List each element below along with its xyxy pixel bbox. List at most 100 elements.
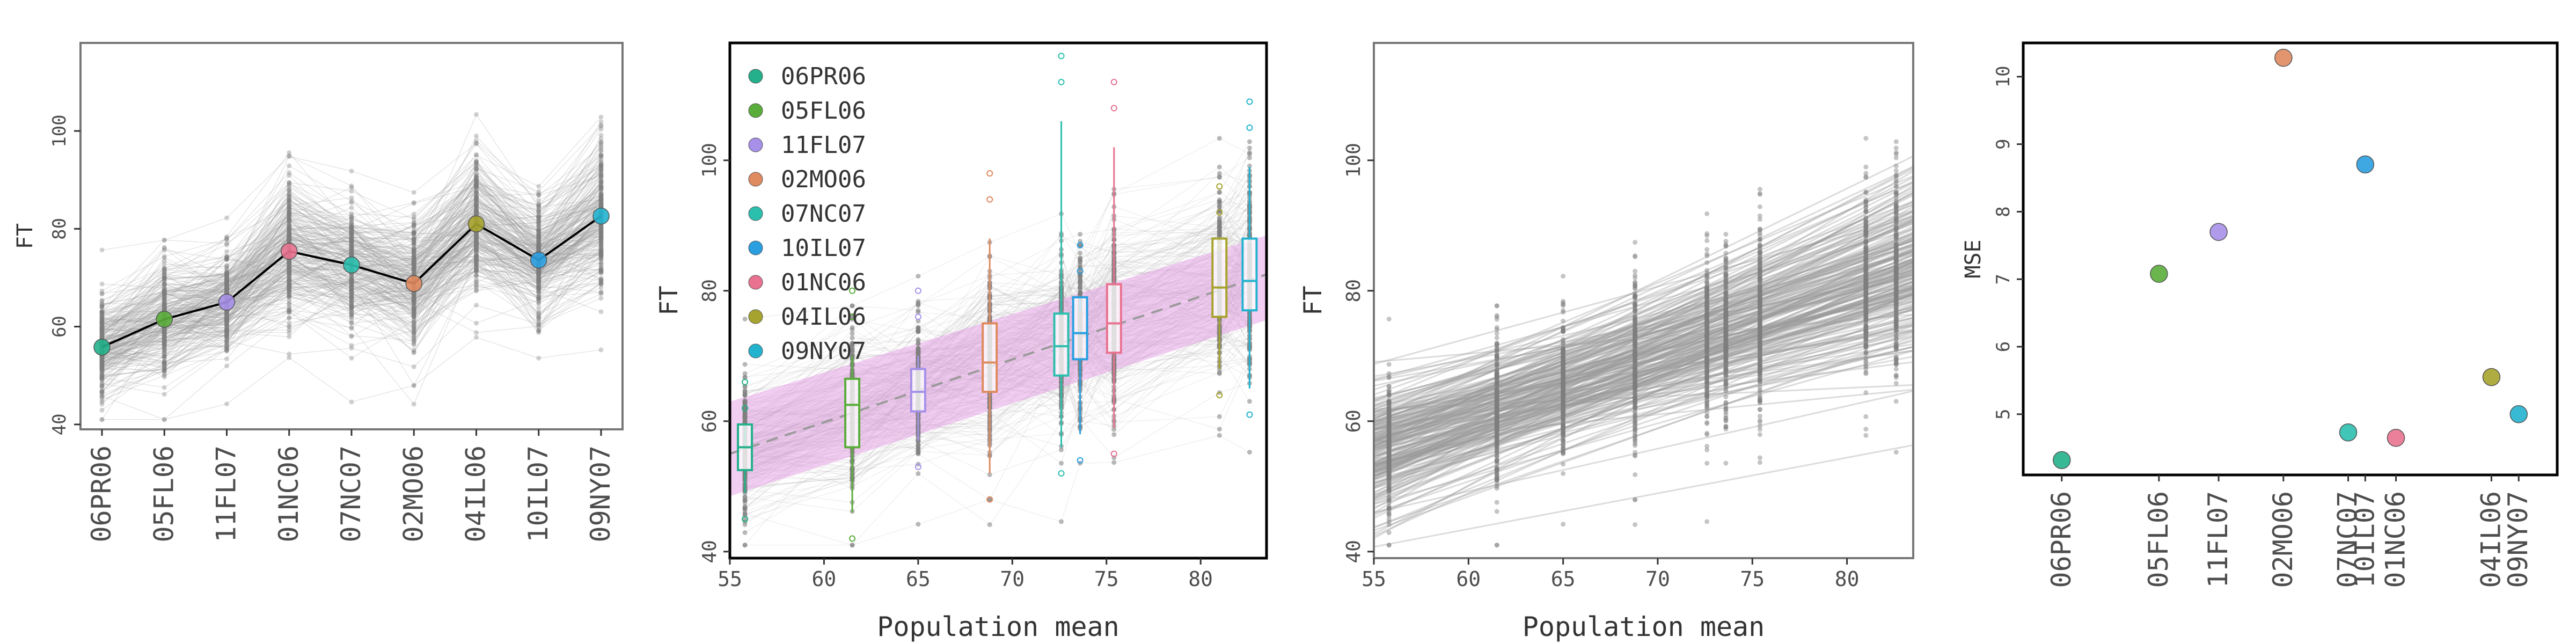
- genotype-point: [224, 323, 229, 328]
- genotype-point: [349, 236, 354, 241]
- genotype-point: [411, 241, 416, 247]
- genotype-point: [287, 266, 292, 272]
- genotype-point: [162, 364, 167, 369]
- genotype-point: [536, 248, 541, 253]
- genotype-point: [287, 288, 292, 294]
- genotype-point: [162, 306, 167, 311]
- genotype-point: [162, 332, 167, 338]
- genotype-line: [101, 269, 602, 374]
- genotype-point: [162, 302, 167, 308]
- genotype-point: [224, 289, 229, 294]
- genotype-line: [101, 194, 602, 305]
- genotype-point: [162, 346, 167, 351]
- genotype-point: [224, 280, 229, 285]
- genotype-point: [162, 335, 167, 341]
- genotype-line: [101, 168, 602, 355]
- genotype-point: [1247, 399, 1252, 404]
- genotype-line: [101, 174, 602, 324]
- genotype-point: [162, 301, 167, 306]
- genotype-point: [162, 270, 167, 275]
- genotype-point: [598, 262, 604, 268]
- genotype-point: [411, 261, 416, 266]
- genotype-point: [99, 302, 105, 308]
- genotype-point: [474, 288, 479, 294]
- genotype-point: [287, 213, 292, 218]
- genotype-line: [101, 163, 602, 352]
- genotype-point: [162, 267, 167, 273]
- genotype-point: [474, 182, 479, 188]
- genotype-point: [99, 313, 105, 318]
- x-tick-label: 06PR06: [86, 445, 117, 543]
- genotype-point: [474, 195, 479, 200]
- genotype-point: [162, 290, 167, 295]
- genotype-point: [411, 298, 416, 303]
- genotype-point: [598, 289, 604, 295]
- genotype-point: [1078, 285, 1083, 290]
- genotype-point: [349, 355, 354, 361]
- genotype-point: [411, 260, 416, 265]
- genotype-point: [162, 392, 167, 397]
- genotype-line: [101, 281, 602, 372]
- genotype-point: [474, 258, 479, 264]
- genotype-point: [598, 229, 604, 235]
- genotype-point: [598, 226, 604, 231]
- genotype-point: [287, 284, 292, 290]
- genotype-point: [162, 331, 167, 336]
- genotype-point: [598, 234, 604, 239]
- genotype-point: [224, 286, 229, 291]
- genotype-line: [101, 219, 602, 358]
- genotype-point: [598, 140, 604, 145]
- genotype-point: [474, 267, 479, 272]
- genotype-point: [287, 223, 292, 228]
- genotype-line: [101, 186, 602, 327]
- genotype-point: [598, 173, 604, 178]
- y-tick-label: 60: [49, 316, 70, 338]
- genotype-line: [101, 143, 602, 343]
- genotype-point: [99, 281, 105, 287]
- genotype-line: [101, 161, 602, 346]
- genotype-point: [349, 183, 354, 188]
- genotype-line: [101, 275, 602, 357]
- genotype-point: [411, 310, 416, 315]
- genotype-point: [349, 223, 354, 229]
- genotype-point: [287, 238, 292, 243]
- genotype-point: [349, 272, 354, 277]
- genotype-point: [349, 277, 354, 283]
- genotype-point: [99, 364, 105, 370]
- genotype-point: [598, 183, 604, 188]
- genotype-line: [101, 184, 602, 312]
- genotype-point: [411, 339, 416, 345]
- genotype-line: [101, 205, 602, 340]
- genotype-point: [224, 278, 229, 283]
- genotype-point: [287, 230, 292, 236]
- genotype-point: [536, 272, 541, 277]
- genotype-point: [287, 173, 292, 178]
- genotype-point: [411, 383, 416, 389]
- genotype-point: [99, 320, 105, 326]
- genotype-point: [349, 199, 354, 204]
- genotype-point: [162, 340, 167, 345]
- genotype-point: [99, 417, 105, 422]
- genotype-point: [411, 265, 416, 270]
- genotype-point: [162, 336, 167, 341]
- genotype-point: [224, 329, 229, 334]
- genotype-point: [224, 286, 229, 291]
- x-tick-label: 02MO06: [398, 445, 429, 543]
- genotype-point: [536, 270, 541, 276]
- genotype-line: [101, 215, 602, 367]
- genotype-point: [99, 417, 105, 422]
- genotype-point: [474, 184, 479, 189]
- genotype-point: [99, 331, 105, 336]
- genotype-point: [411, 269, 416, 274]
- genotype-point: [411, 298, 416, 304]
- genotype-point: [287, 269, 292, 274]
- genotype-point: [536, 245, 541, 251]
- genotype-point: [536, 282, 541, 287]
- genotype-point: [287, 282, 292, 288]
- genotype-point: [349, 250, 354, 255]
- genotype-point: [411, 222, 416, 228]
- genotype-point: [162, 290, 167, 296]
- genotype-line: [101, 282, 602, 357]
- genotype-line: [101, 222, 602, 343]
